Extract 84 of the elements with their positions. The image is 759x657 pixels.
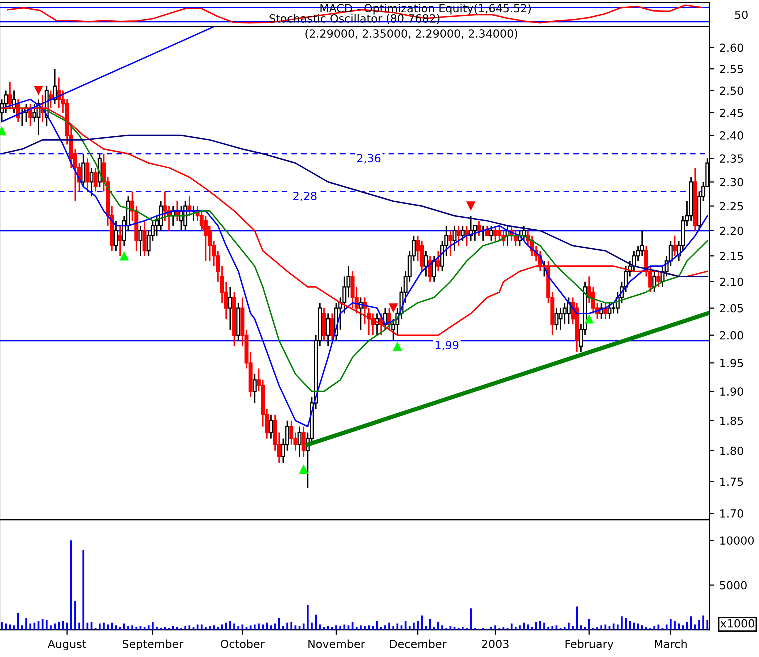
candlestick (673, 235, 677, 257)
candlestick (90, 167, 94, 198)
x-tick-label: August (48, 640, 86, 651)
y-tick-label: 2.20 (720, 226, 744, 236)
candlestick (632, 250, 636, 272)
y-tick-label: 2.50 (720, 86, 744, 96)
candlestick (604, 302, 608, 320)
candlestick (142, 220, 147, 257)
candlestick (94, 167, 98, 192)
candlestick (330, 313, 334, 342)
y-tick-label: 10000 (720, 536, 754, 545)
y-tick-label: 2.15 (720, 252, 744, 261)
point (466, 202, 476, 211)
candlestick (252, 374, 257, 404)
candlestick (436, 250, 440, 272)
candlestick (566, 297, 571, 326)
x-tick-label: March (655, 640, 687, 648)
candlestick (420, 240, 424, 272)
y-tick-label: 2.40 (720, 132, 744, 140)
text: 50 (735, 10, 748, 20)
point (393, 342, 402, 352)
candlestick (498, 225, 502, 242)
x-tick-label: 2003 (482, 640, 509, 648)
candlestick (298, 426, 302, 458)
x-tick-label: September (122, 640, 184, 651)
candlestick (228, 286, 232, 331)
candlestick (448, 230, 453, 257)
candlestick (86, 158, 90, 192)
x-tick-label: October (221, 640, 265, 648)
point (299, 464, 309, 474)
y-tick-label: 5000 (720, 581, 747, 590)
point (120, 251, 130, 261)
candlestick (656, 270, 661, 288)
y-tick-label: 2.05 (720, 304, 744, 313)
candlestick (460, 225, 465, 242)
point (388, 304, 398, 313)
y-tick-label: 2.55 (720, 65, 744, 74)
x-tick-label: February (566, 640, 614, 651)
candlestick (640, 230, 644, 257)
y-tick-label: 1.95 (720, 359, 744, 368)
ref-line-label: 1,99 (436, 341, 459, 351)
y-tick-label: 2.60 (720, 44, 744, 52)
y-tick-label: 2.00 (720, 331, 744, 340)
text: x1000 (720, 619, 754, 628)
y-tick-label: 2.10 (720, 278, 744, 286)
y-tick-label: 2.45 (720, 108, 744, 118)
candlestick (452, 225, 457, 252)
candlestick (456, 225, 461, 247)
y-tick-label: 2.25 (720, 202, 744, 211)
y-tick-label: 1.70 (720, 510, 744, 518)
candlestick (424, 250, 428, 278)
ref-line-label: 2,36 (357, 154, 381, 164)
candlestick (428, 255, 432, 283)
y-tick-label: 2.30 (720, 178, 744, 187)
candlestick (485, 225, 490, 237)
line-series (1, 134, 708, 278)
y-tick-label: 2.35 (720, 154, 744, 164)
candlestick (554, 308, 559, 331)
candlestick (652, 270, 657, 294)
candlestick (138, 225, 143, 257)
x-tick-label: December (390, 640, 447, 648)
chart-title: (2.29000, 2.35000, 2.29000, 2.34000) (306, 29, 518, 40)
candlestick (302, 426, 306, 458)
candlestick (489, 225, 494, 242)
candlestick (326, 313, 330, 348)
candlestick (118, 225, 122, 257)
candlestick (32, 103, 37, 123)
y-tick-label: 1.85 (720, 416, 744, 426)
candlestick (432, 255, 436, 283)
candlestick (608, 302, 612, 320)
candlestick (477, 220, 482, 237)
point (34, 86, 44, 96)
candlestick (82, 153, 86, 188)
y-tick-label: 1.80 (720, 446, 744, 456)
candlestick (494, 225, 498, 242)
y-tick-label: 1.75 (720, 478, 744, 486)
candlestick (350, 270, 355, 310)
point (584, 314, 594, 324)
candlestick (269, 414, 274, 440)
y-tick-label: 1.90 (720, 388, 744, 396)
candlestick (322, 308, 326, 342)
x-tick-label: November (308, 640, 366, 648)
candlestick (53, 68, 58, 105)
ref-line-label: 2,28 (294, 192, 317, 202)
